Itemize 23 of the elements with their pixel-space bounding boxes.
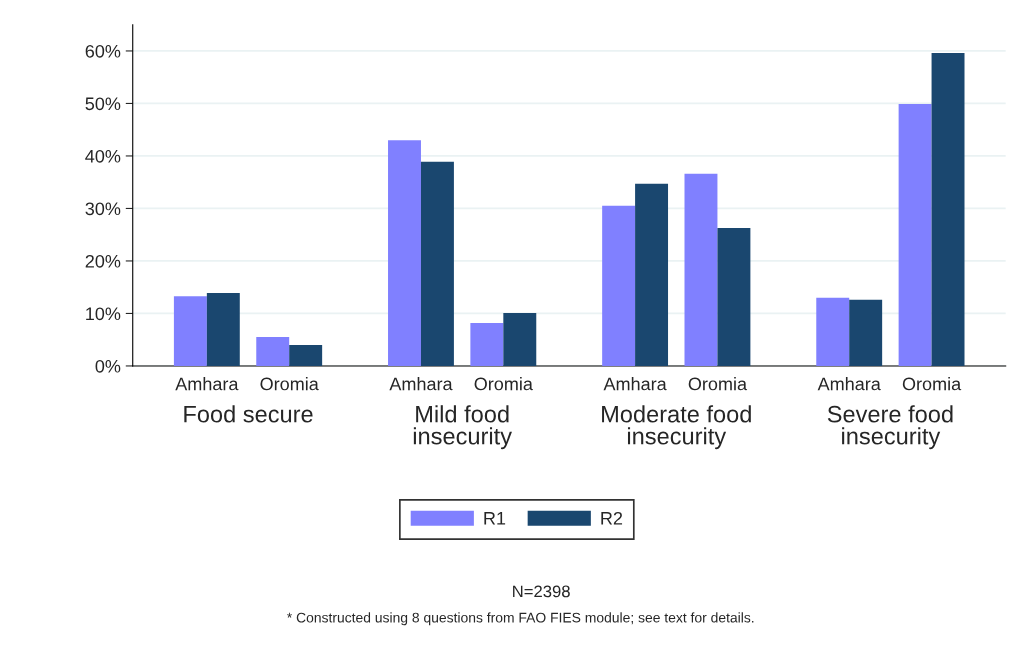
x-tick-label: Amhara	[175, 377, 239, 391]
y-tick-label: 50%	[85, 97, 121, 111]
y-tick-label: 10%	[86, 307, 121, 321]
x-tick-label: Oromia	[902, 377, 962, 391]
y-tick-label: 20%	[85, 254, 121, 268]
text: Mild food insecurity	[413, 405, 512, 450]
x-tick-label: Oromia	[688, 377, 748, 391]
text: * Constructed using 8 questions from FAO FIES module; see text for details.	[287, 612, 754, 626]
y-tick-label: 0%	[95, 359, 121, 373]
x-tick-label: Oromia	[260, 377, 319, 391]
text: Food secure	[184, 405, 313, 423]
x-tick-label: Amhara	[817, 377, 881, 391]
y-tick-label: 60%	[85, 44, 121, 58]
y-tick-label: 30%	[85, 202, 121, 216]
y-tick-label: 40%	[85, 149, 121, 163]
text: N=2398	[513, 585, 570, 598]
text: Moderate food insecurity	[602, 405, 751, 450]
legend-label: R2	[601, 511, 623, 525]
x-tick-label: Amhara	[603, 377, 667, 391]
text: Severe food insecurity	[827, 405, 953, 450]
x-tick-label: Amhara	[389, 377, 453, 391]
legend-label: R1	[484, 512, 506, 525]
x-tick-label: Oromia	[474, 377, 533, 391]
